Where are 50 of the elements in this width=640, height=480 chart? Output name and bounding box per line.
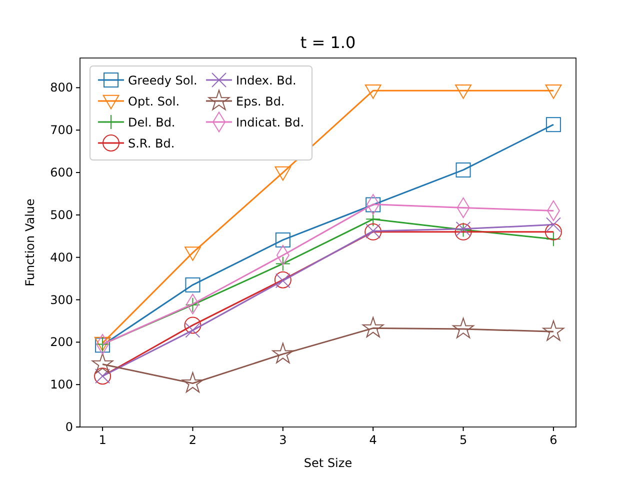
x-tick-label: 2: [188, 433, 197, 447]
chart-title: t = 1.0: [300, 33, 356, 52]
x-axis-title: Set Size: [304, 456, 352, 470]
point: [364, 84, 382, 99]
y-tick-label: 600: [50, 166, 73, 180]
point: [366, 197, 381, 212]
point: [184, 316, 202, 334]
y-tick-label: 800: [50, 80, 73, 95]
point: [185, 277, 200, 292]
legend-label: Del. Bd.: [128, 116, 176, 130]
point: [274, 166, 292, 181]
legend-label: S.R. Bd.: [128, 136, 175, 150]
y-tick-label: 500: [50, 208, 73, 222]
point: [454, 223, 472, 240]
x-tick-label: 5: [459, 433, 468, 447]
y-tick-label: 200: [50, 335, 73, 350]
point: [456, 162, 471, 178]
x-tick-label: 1: [98, 433, 106, 447]
y-tick-label: 400: [50, 250, 73, 264]
point: [546, 232, 561, 247]
point: [275, 256, 290, 272]
point: [185, 297, 200, 312]
point: [362, 316, 384, 338]
y-tick-label: 0: [65, 420, 73, 434]
legend-label: Opt. Sol.: [128, 94, 180, 108]
point: [184, 246, 201, 261]
point: [546, 117, 561, 132]
point: [272, 342, 294, 364]
point: [546, 217, 561, 232]
point: [542, 320, 564, 341]
x-tick-label: 6: [550, 433, 558, 447]
y-tick-label: 100: [50, 378, 73, 392]
y-tick-label: 300: [50, 292, 73, 307]
x-tick-label: 4: [369, 433, 377, 447]
legend-label: Eps. Bd.: [236, 94, 285, 108]
legend-label: Index. Bd.: [236, 74, 296, 88]
point: [544, 223, 562, 240]
y-axis-title: Function Value: [23, 198, 37, 286]
legend-label: Indicat. Bd.: [236, 116, 304, 130]
point: [182, 372, 204, 393]
x-tick-label: 3: [279, 433, 287, 447]
point: [452, 318, 474, 338]
point: [455, 84, 472, 99]
legend-label: Greedy Sol.: [128, 74, 198, 88]
y-tick-label: 700: [50, 123, 73, 138]
point: [92, 352, 114, 374]
point: [185, 322, 200, 338]
point: [545, 84, 562, 99]
point: [366, 212, 381, 227]
point: [275, 232, 290, 248]
